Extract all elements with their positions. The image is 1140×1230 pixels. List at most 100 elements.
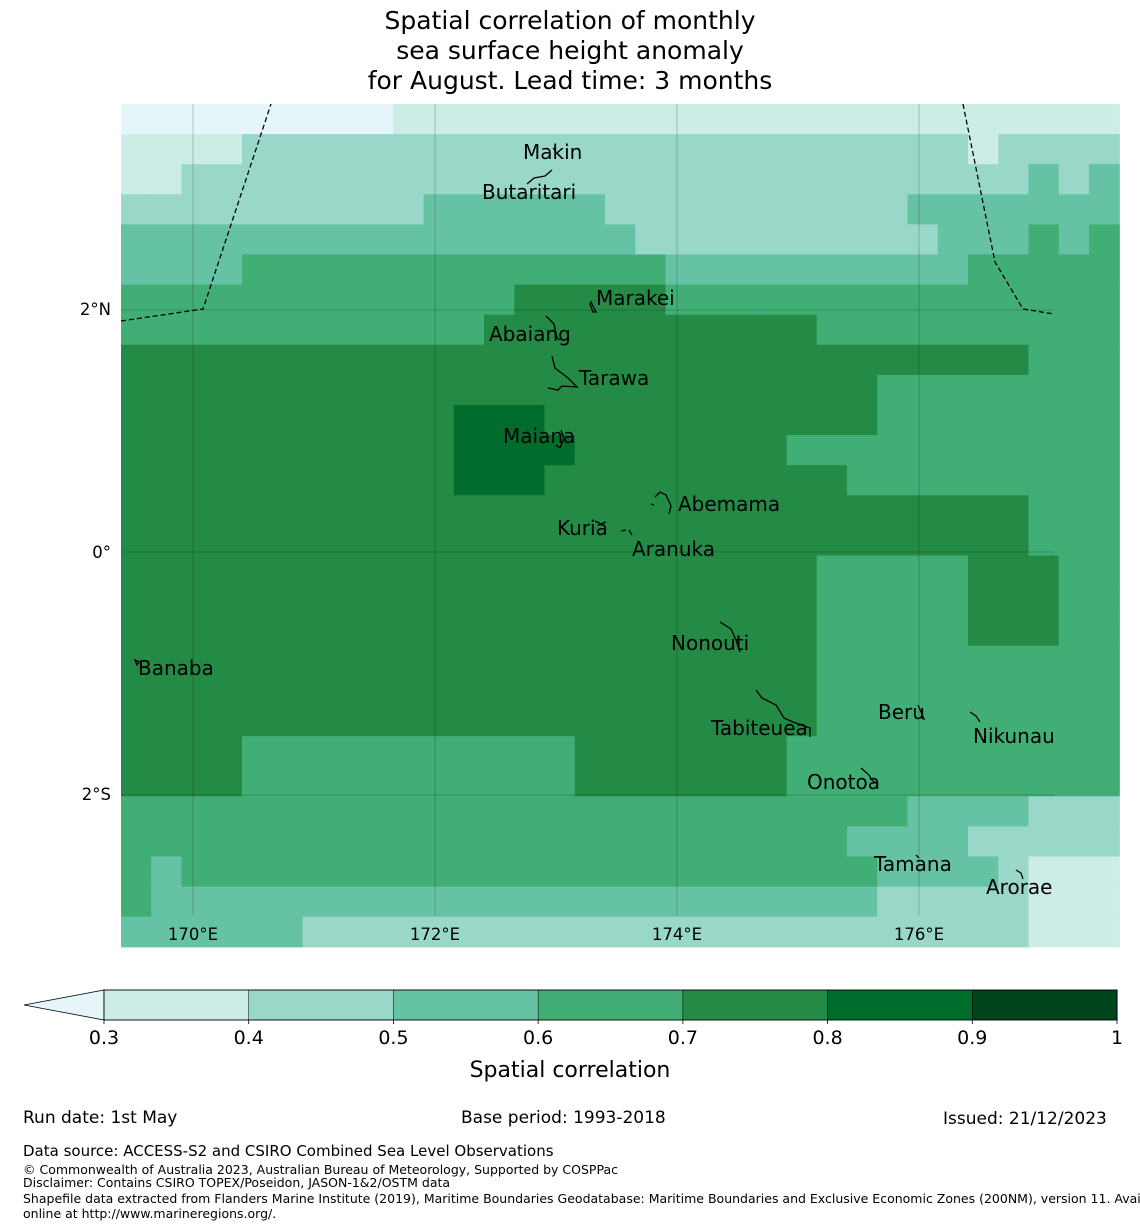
grid-cell bbox=[121, 525, 152, 557]
grid-cell bbox=[998, 645, 1030, 677]
grid-cell bbox=[544, 796, 576, 827]
grid-cell bbox=[302, 254, 334, 286]
grid-cell bbox=[1028, 134, 1060, 165]
grid-cell bbox=[453, 134, 485, 165]
grid-cell bbox=[453, 314, 485, 346]
grid-cell bbox=[242, 826, 273, 858]
colorbar: 0.3 0.4 0.5 0.6 0.7 0.8 0.9 1 Spatial correlati… bbox=[23, 989, 1123, 1083]
grid-cell bbox=[877, 284, 909, 316]
grid-cell bbox=[1058, 194, 1090, 225]
grid-cell bbox=[181, 615, 213, 647]
grid-cell bbox=[605, 405, 636, 436]
grid-cell bbox=[121, 254, 152, 286]
grid-cell bbox=[151, 224, 183, 256]
grid-cell bbox=[453, 284, 485, 316]
grid-cell bbox=[211, 585, 243, 617]
grid-cell bbox=[695, 194, 727, 225]
grid-cell bbox=[998, 856, 1030, 888]
grid-cell bbox=[847, 465, 878, 496]
colorbar-segment bbox=[393, 989, 539, 1021]
grid-cell bbox=[332, 134, 364, 165]
grid-cell bbox=[937, 555, 969, 587]
grid-cell bbox=[968, 134, 999, 165]
nonouti-outline bbox=[719, 621, 741, 653]
grid-cell bbox=[1089, 555, 1120, 587]
grid-cell bbox=[393, 435, 425, 466]
grid-cell bbox=[484, 224, 515, 256]
grid-cell bbox=[544, 555, 576, 587]
grid-cell bbox=[756, 314, 788, 346]
grid-cell bbox=[514, 916, 546, 948]
grid-cell bbox=[907, 886, 939, 918]
grid-cell bbox=[423, 374, 455, 406]
grid-cell bbox=[484, 736, 515, 767]
grid-cell bbox=[1058, 766, 1090, 797]
grid-cell bbox=[726, 706, 757, 737]
grid-cell bbox=[363, 615, 394, 647]
grid-cell bbox=[544, 164, 576, 195]
grid-cell bbox=[574, 465, 606, 496]
grid-cell bbox=[363, 465, 394, 496]
grid-cell bbox=[151, 254, 183, 286]
grid-cell bbox=[635, 435, 667, 466]
grid-cell bbox=[363, 405, 394, 436]
grid-cell bbox=[453, 856, 485, 888]
grid-cell bbox=[877, 706, 909, 737]
grid-cell bbox=[907, 374, 939, 406]
grid-cell bbox=[423, 916, 455, 948]
grid-cell bbox=[937, 796, 969, 827]
grid-cell bbox=[484, 645, 515, 677]
grid-cell bbox=[423, 675, 455, 707]
grid-cell bbox=[121, 194, 152, 225]
grid-cell bbox=[635, 555, 667, 587]
grid-cell bbox=[272, 706, 304, 737]
grid-cell bbox=[1028, 585, 1060, 617]
grid-cell bbox=[816, 134, 848, 165]
grid-cell bbox=[363, 314, 394, 346]
grid-cell bbox=[998, 254, 1030, 286]
grid-cell bbox=[211, 706, 243, 737]
grid-cell bbox=[423, 405, 455, 436]
grid-cell bbox=[665, 344, 697, 376]
grid-cell bbox=[242, 405, 273, 436]
grid-cell bbox=[423, 435, 455, 466]
grid-cell bbox=[695, 766, 727, 797]
grid-cell bbox=[1089, 525, 1120, 557]
grid-cell bbox=[121, 796, 152, 827]
grid-cell bbox=[302, 886, 334, 918]
grid-cell bbox=[574, 405, 606, 436]
grid-cell bbox=[937, 585, 969, 617]
grid-cell bbox=[786, 435, 818, 466]
grid-cell bbox=[968, 856, 999, 888]
grid-cell bbox=[605, 164, 636, 195]
grid-cell bbox=[726, 585, 757, 617]
grid-cell bbox=[484, 104, 515, 135]
grid-cell bbox=[302, 736, 334, 767]
grid-cell bbox=[332, 465, 364, 496]
grid-cell bbox=[453, 374, 485, 406]
grid-cell bbox=[816, 585, 848, 617]
grid-cell bbox=[181, 164, 213, 195]
grid-cell bbox=[121, 465, 152, 496]
grid-cell bbox=[726, 194, 757, 225]
grid-cell bbox=[181, 374, 213, 406]
grid-cell bbox=[877, 344, 909, 376]
grid-cell bbox=[756, 224, 788, 256]
grid-cell bbox=[635, 495, 667, 526]
grid-cell bbox=[968, 886, 999, 918]
grid-cell bbox=[877, 615, 909, 647]
grid-cell bbox=[998, 615, 1030, 647]
grid-cell bbox=[937, 886, 969, 918]
title-line-2: sea surface height anomaly bbox=[396, 36, 744, 65]
grid-cell bbox=[302, 104, 334, 135]
grid-cell bbox=[1028, 254, 1060, 286]
grid-cell bbox=[998, 736, 1030, 767]
grid-cell bbox=[574, 555, 606, 587]
makin-outline bbox=[552, 147, 557, 153]
grid-cell bbox=[574, 796, 606, 827]
grid-cell bbox=[968, 766, 999, 797]
grid-cell bbox=[695, 736, 727, 767]
grid-cell bbox=[272, 916, 304, 948]
grid-cell bbox=[332, 314, 364, 346]
grid-cell bbox=[605, 886, 636, 918]
